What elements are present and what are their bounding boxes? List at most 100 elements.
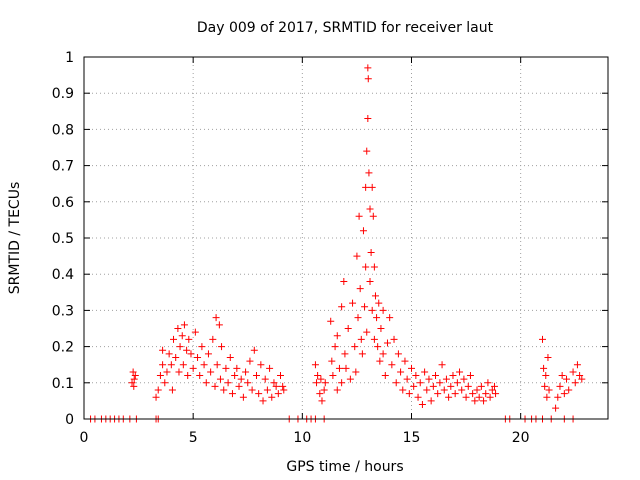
data-point [490, 382, 498, 390]
data-point [408, 364, 415, 372]
data-point [366, 277, 374, 285]
y-tick-label: 0.5 [52, 231, 74, 247]
data-point [184, 372, 192, 380]
data-point [571, 379, 579, 387]
data-point [268, 393, 276, 401]
data-point [447, 382, 455, 390]
data-point [344, 325, 352, 332]
data-point [244, 379, 252, 387]
data-point [464, 382, 472, 390]
data-point [352, 368, 360, 376]
data-point [460, 375, 468, 383]
data-point [174, 325, 182, 332]
data-point [280, 386, 288, 394]
data-point [436, 379, 444, 387]
data-point [159, 361, 167, 369]
y-tick-label: 1 [65, 50, 74, 66]
data-point [440, 386, 448, 394]
data-point [471, 397, 479, 405]
data-point [373, 314, 381, 322]
data-point [212, 314, 220, 322]
data-point [361, 303, 369, 311]
data-point [421, 368, 429, 376]
data-point [449, 372, 457, 380]
data-point [255, 390, 263, 398]
data-point [250, 346, 258, 354]
data-point [277, 372, 284, 380]
data-point [392, 379, 400, 387]
data-point [178, 332, 186, 340]
data-point [194, 353, 202, 361]
data-point [165, 350, 173, 358]
x-axis-label: GPS time / hours [286, 459, 403, 475]
data-point [327, 317, 335, 325]
data-point [259, 397, 267, 405]
data-point [482, 390, 490, 398]
data-point [224, 379, 232, 387]
data-point [180, 321, 188, 329]
data-point [340, 277, 348, 285]
data-point [168, 386, 176, 394]
data-point [403, 375, 411, 383]
data-point [209, 335, 217, 343]
data-point [207, 368, 215, 376]
data-point [576, 372, 584, 380]
data-point [329, 372, 337, 380]
data-point [462, 393, 470, 401]
data-point [198, 343, 206, 351]
data-point [386, 314, 394, 322]
data-point [202, 379, 210, 387]
data-point [414, 393, 422, 401]
data-point [331, 343, 339, 351]
data-point [418, 401, 426, 409]
y-tick-label: 0.4 [52, 267, 74, 283]
y-tick-label: 0.8 [52, 122, 74, 138]
data-point [563, 375, 571, 383]
data-point [333, 332, 341, 340]
data-point [341, 350, 349, 358]
data-point [233, 364, 241, 372]
data-point [565, 386, 573, 394]
data-point [556, 382, 564, 390]
data-point [320, 386, 328, 394]
data-point [466, 372, 474, 380]
data-point [321, 379, 329, 387]
data-point [394, 350, 402, 358]
points-layer [87, 64, 586, 423]
data-point [545, 386, 553, 394]
data-point [316, 390, 324, 398]
data-point [176, 343, 184, 351]
data-point [357, 335, 365, 343]
data-point [235, 382, 243, 390]
x-tick-label: 5 [189, 430, 198, 446]
data-point [488, 386, 496, 394]
data-point [377, 325, 385, 332]
data-point [390, 335, 398, 343]
data-point [213, 361, 221, 369]
data-point [429, 382, 437, 390]
data-point [215, 321, 223, 329]
data-point [189, 364, 197, 372]
data-point [191, 328, 199, 336]
data-point [540, 364, 548, 372]
data-point [252, 372, 260, 380]
data-point [248, 386, 256, 394]
data-point [362, 183, 370, 191]
y-tick-label: 0.9 [52, 86, 74, 102]
data-point [569, 368, 577, 376]
data-point [313, 379, 321, 387]
data-point [367, 248, 375, 256]
data-point [541, 382, 549, 390]
x-tick-label: 15 [403, 430, 421, 446]
data-point [228, 390, 236, 398]
data-point [263, 386, 271, 394]
data-point [279, 382, 287, 390]
data-point [131, 372, 139, 380]
y-tick-label: 0.1 [52, 376, 74, 392]
data-point [272, 382, 280, 390]
data-point [412, 372, 420, 380]
data-point [220, 386, 228, 394]
data-point [376, 357, 384, 365]
data-point [342, 364, 350, 372]
data-point [354, 314, 362, 322]
